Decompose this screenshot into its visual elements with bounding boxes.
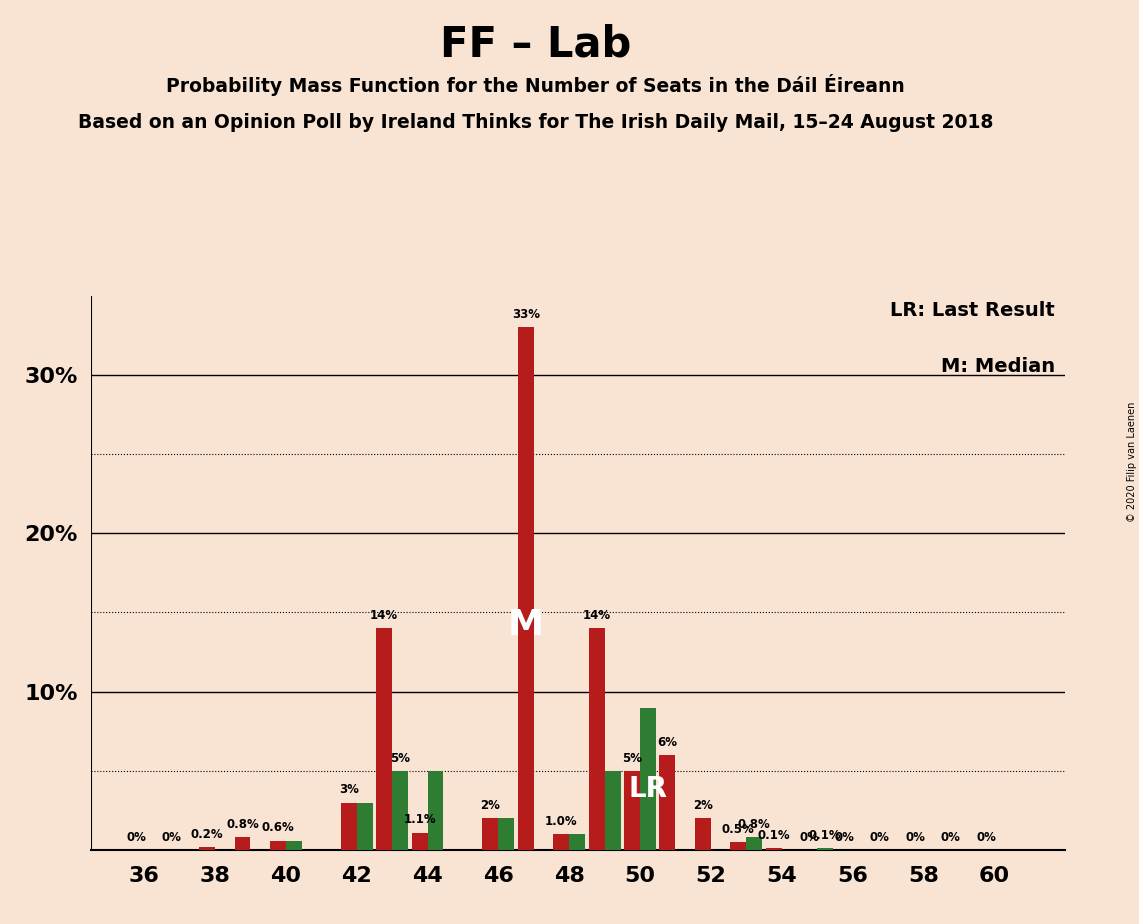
Bar — [589, 628, 605, 850]
Bar — [392, 771, 408, 850]
Text: 0.5%: 0.5% — [722, 823, 755, 836]
Text: 3%: 3% — [338, 784, 359, 796]
Bar — [427, 771, 443, 850]
Text: 0.6%: 0.6% — [262, 821, 294, 834]
Bar — [730, 842, 746, 850]
Text: 2%: 2% — [693, 799, 713, 812]
Text: 0%: 0% — [976, 831, 997, 844]
Text: 6%: 6% — [657, 736, 678, 748]
Text: LR: LR — [629, 775, 667, 803]
Text: 0%: 0% — [835, 831, 854, 844]
Text: 0%: 0% — [162, 831, 181, 844]
Text: LR: Last Result: LR: Last Result — [891, 301, 1055, 321]
Text: Probability Mass Function for the Number of Seats in the Dáil Éireann: Probability Mass Function for the Number… — [166, 74, 904, 96]
Bar — [554, 834, 570, 850]
Bar — [624, 771, 640, 850]
Bar — [570, 834, 585, 850]
Text: 1.0%: 1.0% — [544, 815, 577, 828]
Text: Based on an Opinion Poll by Ireland Thinks for The Irish Daily Mail, 15–24 Augus: Based on an Opinion Poll by Ireland Thin… — [77, 113, 993, 132]
Bar — [659, 755, 675, 850]
Text: FF – Lab: FF – Lab — [440, 23, 631, 65]
Text: 2%: 2% — [481, 799, 500, 812]
Bar — [695, 819, 711, 850]
Text: 1.1%: 1.1% — [403, 813, 436, 826]
Text: © 2020 Filip van Laenen: © 2020 Filip van Laenen — [1126, 402, 1137, 522]
Bar — [235, 837, 251, 850]
Text: 0.1%: 0.1% — [757, 829, 790, 842]
Bar — [483, 819, 499, 850]
Text: 14%: 14% — [370, 609, 399, 622]
Text: 0%: 0% — [941, 831, 960, 844]
Bar — [376, 628, 392, 850]
Text: 0%: 0% — [800, 831, 819, 844]
Text: 0%: 0% — [870, 831, 890, 844]
Text: 0.8%: 0.8% — [738, 818, 771, 831]
Text: 0%: 0% — [906, 831, 925, 844]
Text: 0.2%: 0.2% — [191, 828, 223, 841]
Bar — [357, 803, 372, 850]
Bar — [411, 833, 427, 850]
Text: 0.8%: 0.8% — [227, 818, 259, 831]
Bar — [199, 847, 215, 850]
Text: 5%: 5% — [390, 751, 410, 764]
Bar — [817, 848, 833, 850]
Bar — [640, 708, 656, 850]
Text: M: M — [508, 608, 543, 642]
Bar — [270, 841, 286, 850]
Bar — [499, 819, 515, 850]
Text: M: Median: M: Median — [941, 357, 1055, 376]
Bar — [746, 837, 762, 850]
Text: 33%: 33% — [511, 308, 540, 321]
Bar — [518, 327, 534, 850]
Bar — [605, 771, 621, 850]
Bar — [286, 841, 302, 850]
Bar — [341, 803, 357, 850]
Text: 5%: 5% — [622, 751, 642, 764]
Text: 0.1%: 0.1% — [809, 829, 842, 842]
Bar — [765, 848, 781, 850]
Text: 0%: 0% — [126, 831, 146, 844]
Text: 14%: 14% — [582, 609, 611, 622]
